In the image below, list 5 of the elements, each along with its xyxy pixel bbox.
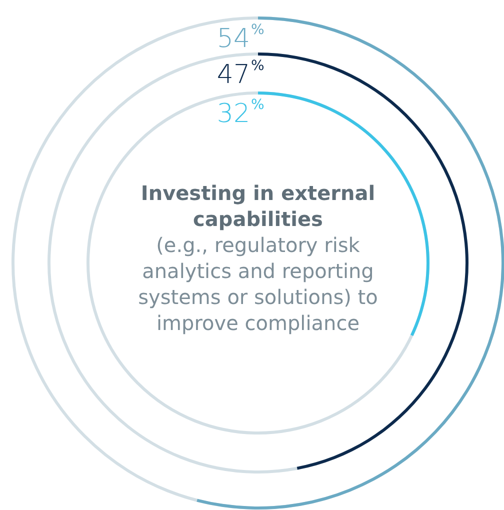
- data-label: 47%: [216, 58, 264, 90]
- text: (e.g., regulatory risk analytics and reporting systems or solutions) to improve compliance: [138, 233, 378, 335]
- data-label: 54%: [216, 22, 264, 54]
- data-label: 32%: [216, 97, 264, 129]
- text: Investing in external capabilities: [140, 181, 376, 231]
